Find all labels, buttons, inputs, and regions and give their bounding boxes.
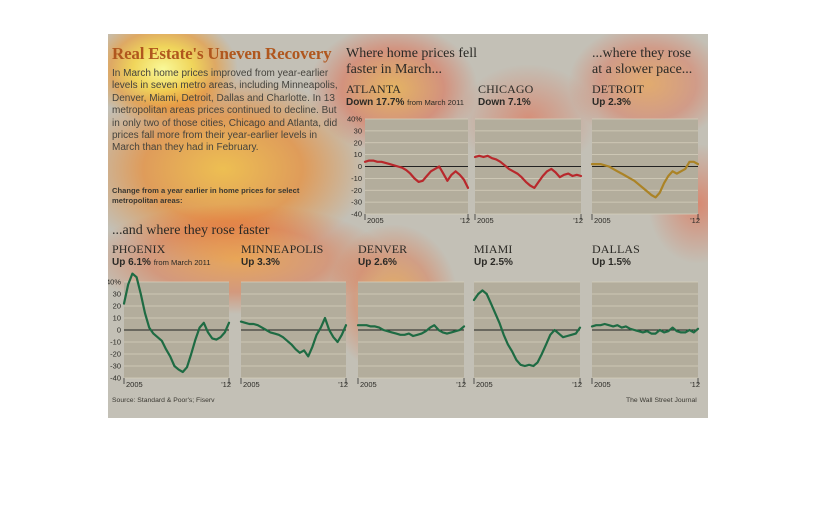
city-denver: DENVER [358, 242, 408, 256]
y-tick-label: 20 [354, 138, 362, 147]
series-line-detroit [590, 160, 700, 199]
y-tick-label: 0 [117, 326, 121, 335]
chart-panels: 40% 30 20 10 0 -10 -20 -30 -40 2005 '12 2005 '12 2005… [108, 115, 700, 389]
value-atlanta: 17.7% [376, 97, 405, 108]
y-tick-label: 40% [347, 115, 362, 124]
series-line-minneapolis [239, 316, 348, 358]
value-chicago: 7.1% [508, 97, 531, 108]
y-tick-label: -20 [110, 350, 121, 359]
x-tick-label: '12 [690, 380, 700, 389]
y-tick-label: 0 [358, 162, 362, 171]
intro-paragraph: In March home prices improved from year-… [112, 68, 338, 154]
x-tick-label: '12 [573, 216, 583, 225]
change-detroit: Up 2.3% [592, 97, 631, 108]
direction-atlanta: Down [346, 97, 374, 108]
x-tick-label: '12 [690, 216, 700, 225]
infographic: Real Estate's Uneven Recovery In March h… [108, 34, 708, 418]
y-tick-label: 30 [113, 290, 121, 299]
credit-note: The Wall Street Journal [626, 397, 697, 404]
x-tick-label: 2005 [594, 216, 611, 225]
direction-detroit: Up [592, 97, 606, 108]
since-phoenix: from March 2011 [153, 258, 211, 267]
change-dallas: Up 1.5% [592, 257, 631, 268]
change-denver: Up 2.6% [358, 257, 397, 268]
direction-minneapolis: Up [241, 257, 255, 268]
x-tick-label: '12 [456, 380, 466, 389]
series-line-denver [356, 324, 466, 338]
y-tick-label: -20 [351, 186, 362, 195]
x-tick-label: 2005 [360, 380, 377, 389]
y-tick-label: 10 [354, 150, 362, 159]
y-tick-label: -10 [110, 338, 121, 347]
x-tick-label: 2005 [367, 216, 384, 225]
heading-rose-faster: ...and where they rose faster [112, 223, 270, 238]
y-tick-label: 20 [113, 302, 121, 311]
change-atlanta: Down 17.7% from March 2011 [346, 97, 464, 108]
value-miami: 2.5% [490, 257, 513, 268]
change-phoenix: Up 6.1% from March 2011 [112, 257, 211, 268]
change-miami: Up 2.5% [474, 257, 513, 268]
y-tick-label: 10 [113, 314, 121, 323]
city-detroit: DETROIT [592, 82, 645, 96]
x-tick-label: '12 [460, 216, 470, 225]
since-atlanta: from March 2011 [407, 98, 464, 107]
y-tick-label: 40% [108, 278, 121, 287]
value-minneapolis: 3.3% [257, 257, 280, 268]
change-chicago: Down 7.1% [478, 97, 531, 108]
direction-dallas: Up [592, 257, 606, 268]
chart-note: Change from a year earlier in home price… [112, 186, 300, 205]
direction-miami: Up [474, 257, 488, 268]
x-tick-label: '12 [221, 380, 231, 389]
y-tick-label: -30 [351, 198, 362, 207]
series-line-chicago [473, 154, 583, 189]
direction-denver: Up [358, 257, 372, 268]
series-line-miami [472, 289, 582, 368]
x-tick-label: '12 [338, 380, 348, 389]
source-note: Source: Standard & Poor's; Fiserv [112, 397, 215, 404]
y-tick-label: -40 [351, 210, 362, 219]
city-chicago: CHICAGO [478, 82, 534, 96]
city-dallas: DALLAS [592, 242, 640, 256]
value-dallas: 1.5% [608, 257, 631, 268]
x-tick-label: 2005 [594, 380, 611, 389]
x-tick-label: 2005 [126, 380, 143, 389]
y-tick-label: -40 [110, 374, 121, 383]
value-phoenix: 6.1% [128, 257, 151, 268]
direction-phoenix: Up [112, 257, 126, 268]
x-tick-label: 2005 [477, 216, 494, 225]
city-atlanta: ATLANTA [346, 82, 402, 96]
y-tick-label: 30 [354, 126, 362, 135]
city-phoenix: PHOENIX [112, 242, 166, 256]
x-tick-label: '12 [572, 380, 582, 389]
value-denver: 2.6% [374, 257, 397, 268]
series-line-atlanta [363, 159, 470, 189]
heading-fell-faster: Where home prices fell faster in March..… [346, 46, 477, 77]
x-tick-label: 2005 [243, 380, 260, 389]
heading-rose-slower: ...where they rose at a slower pace... [592, 46, 693, 77]
series-line-dallas [590, 322, 700, 335]
city-minneapolis: MINNEAPOLIS [241, 242, 324, 256]
value-detroit: 2.3% [608, 97, 631, 108]
x-tick-label: 2005 [476, 380, 493, 389]
direction-chicago: Down [478, 97, 506, 108]
y-tick-label: -30 [110, 362, 121, 371]
main-title: Real Estate's Uneven Recovery [112, 44, 332, 63]
change-minneapolis: Up 3.3% [241, 257, 280, 268]
y-tick-label: -10 [351, 174, 362, 183]
city-miami: MIAMI [474, 242, 513, 256]
series-line-phoenix [122, 272, 231, 374]
